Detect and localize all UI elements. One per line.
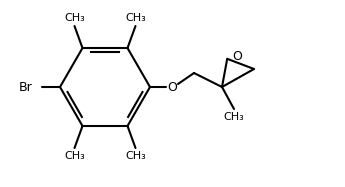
Text: CH₃: CH₃	[224, 112, 244, 122]
Text: CH₃: CH₃	[125, 13, 146, 23]
Text: O: O	[167, 80, 177, 94]
Text: Br: Br	[18, 80, 32, 94]
Text: O: O	[232, 50, 242, 63]
Text: CH₃: CH₃	[64, 151, 85, 161]
Text: CH₃: CH₃	[64, 13, 85, 23]
Text: CH₃: CH₃	[125, 151, 146, 161]
